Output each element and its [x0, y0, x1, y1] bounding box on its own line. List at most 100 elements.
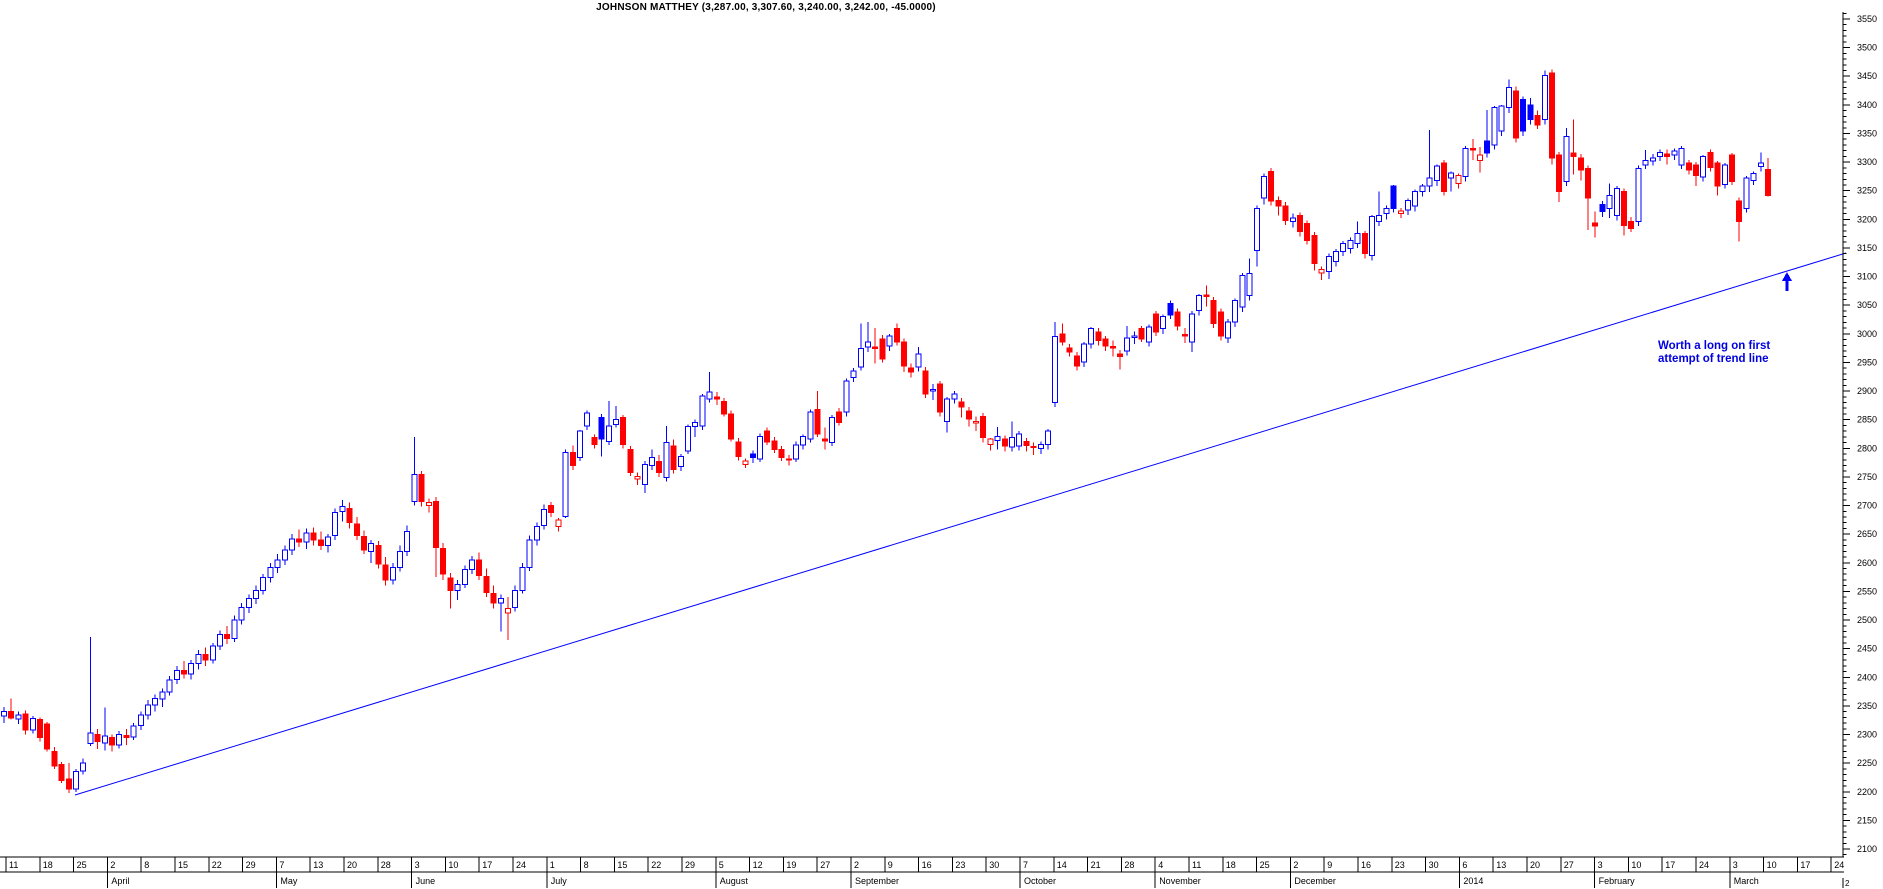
candle — [857, 323, 864, 371]
candle — [195, 649, 202, 670]
candle — [785, 455, 792, 466]
candle — [65, 763, 72, 793]
week-tick-label: 23 — [955, 860, 965, 870]
candle — [1217, 308, 1224, 341]
candle — [1397, 207, 1404, 219]
candle — [1, 707, 7, 724]
candle — [1354, 221, 1361, 248]
y-axis-label: 2650 — [1857, 529, 1877, 539]
candle — [267, 562, 274, 583]
candle — [915, 346, 922, 372]
y-axis-label: 2600 — [1857, 558, 1877, 568]
week-tick-label: 25 — [77, 860, 87, 870]
candle — [1412, 189, 1419, 212]
candle — [1311, 231, 1318, 271]
y-axis-label: 2550 — [1857, 586, 1877, 596]
candle — [1088, 326, 1095, 349]
candle — [1433, 164, 1440, 187]
candle — [1419, 183, 1426, 197]
candle — [1599, 201, 1606, 218]
candle — [879, 334, 886, 363]
candle — [663, 425, 670, 482]
candle — [116, 731, 123, 749]
week-tick-label: 19 — [786, 860, 796, 870]
candle — [1671, 148, 1678, 160]
candle — [641, 460, 648, 493]
candles — [1, 69, 1771, 793]
candle — [1405, 198, 1411, 215]
week-tick-label: 8 — [584, 860, 589, 870]
candle — [339, 499, 346, 522]
y-axis-label: 3100 — [1857, 272, 1877, 282]
candle — [577, 429, 583, 461]
annotation-line1: Worth a long on first — [1658, 340, 1771, 352]
week-tick-label: 30 — [1429, 860, 1439, 870]
candle — [1225, 318, 1231, 343]
week-tick-label: 15 — [178, 860, 188, 870]
week-tick-label: 10 — [1631, 860, 1641, 870]
candle — [987, 438, 994, 451]
candle — [1001, 435, 1008, 452]
y-axis-label: 2150 — [1857, 815, 1877, 825]
candle — [152, 694, 159, 712]
candle — [1325, 253, 1332, 279]
candle — [944, 396, 951, 433]
candle — [1513, 86, 1519, 143]
candle — [1577, 154, 1584, 181]
trend-line[interactable] — [74, 252, 1847, 796]
candle — [901, 338, 907, 373]
candle — [51, 747, 58, 769]
candle — [238, 602, 245, 625]
candle — [1059, 323, 1066, 346]
trendline-annotation-text[interactable]: Worth a long on first attempt of trend l… — [1658, 340, 1770, 366]
candle — [44, 721, 51, 752]
candle — [274, 554, 281, 574]
candle — [764, 427, 771, 445]
candle — [73, 768, 79, 792]
y-axis-label: 2300 — [1857, 730, 1877, 740]
week-tick-label: 27 — [820, 860, 830, 870]
week-tick-label: 3 — [415, 860, 420, 870]
y-axis-label: 2100 — [1857, 844, 1877, 854]
week-tick-label: 7 — [279, 860, 284, 870]
candle — [613, 405, 619, 428]
candle — [591, 434, 598, 449]
candle — [80, 758, 87, 775]
candle — [209, 642, 216, 664]
candle — [289, 534, 295, 555]
candle — [404, 525, 411, 556]
candle — [411, 436, 418, 506]
candle — [1304, 220, 1311, 245]
week-tick-label: 17 — [1665, 860, 1675, 870]
candle — [713, 392, 720, 405]
candle — [454, 579, 461, 600]
y-axis: 3550 3500 3450 3400 3350 3300 3250 3200 3150 3100… — [1842, 12, 1877, 888]
week-tick-label: 24 — [1699, 860, 1709, 870]
candle — [670, 439, 677, 474]
candle — [1203, 285, 1210, 307]
week-tick-label: 27 — [1564, 860, 1574, 870]
candle — [1023, 438, 1030, 452]
candle — [1253, 205, 1260, 267]
up-arrow-icon[interactable] — [1782, 272, 1792, 291]
candle — [353, 517, 360, 540]
candle — [1491, 106, 1498, 150]
candle — [1549, 69, 1555, 165]
candle — [829, 415, 835, 447]
candle — [1520, 96, 1527, 136]
candle — [145, 700, 151, 720]
candle — [1145, 324, 1152, 347]
candle — [461, 565, 468, 588]
candle — [1390, 185, 1397, 213]
candle — [1455, 173, 1462, 189]
y-axis-label: 3000 — [1857, 329, 1877, 339]
candle — [505, 597, 511, 641]
candle — [1016, 431, 1023, 451]
candle — [533, 522, 540, 546]
y-axis-label: 2850 — [1857, 415, 1877, 425]
candle — [1340, 241, 1347, 256]
candle — [569, 445, 576, 471]
week-tick-label: 9 — [1327, 860, 1332, 870]
candle — [1635, 165, 1642, 227]
